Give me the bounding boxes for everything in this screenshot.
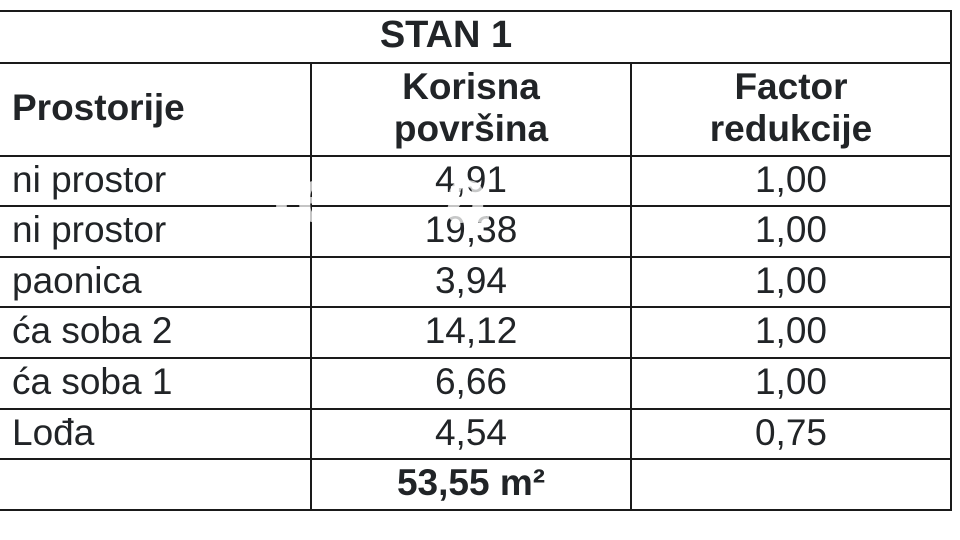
cell-total-area: 53,55 m² <box>311 459 631 510</box>
cell-factor: 1,00 <box>631 257 951 308</box>
cell-area: 19,38 <box>311 206 631 257</box>
table-row: ća soba 1 6,66 1,00 <box>0 358 951 409</box>
table-row: ća soba 2 14,12 1,00 <box>0 307 951 358</box>
cell-factor: 1,00 <box>631 358 951 409</box>
col-header-factor-l2: redukcije <box>710 108 872 149</box>
col-header-factor-l1: Factor <box>734 66 847 107</box>
cell-room-empty <box>0 459 311 510</box>
col-header-area-l1: Korisna <box>402 66 540 107</box>
table-row: paonica 3,94 1,00 <box>0 257 951 308</box>
table-row: Lođa 4,54 0,75 <box>0 409 951 460</box>
cell-room: paonica <box>0 257 311 308</box>
col-header-area: Korisnapovršina <box>311 63 631 156</box>
col-header-area-l2: površina <box>394 108 548 149</box>
cell-room: ni prostor <box>0 156 311 207</box>
cell-factor: 1,00 <box>631 206 951 257</box>
cell-factor: 1,00 <box>631 307 951 358</box>
cell-factor: 1,00 <box>631 156 951 207</box>
table-canvas: { "table": { "title": "STAN 1", "columns… <box>0 0 960 540</box>
cell-area: 3,94 <box>311 257 631 308</box>
cell-area: 4,54 <box>311 409 631 460</box>
col-header-factor: Factorredukcije <box>631 63 951 156</box>
cell-factor-empty <box>631 459 951 510</box>
cell-area: 6,66 <box>311 358 631 409</box>
table-row: ni prostor 19,38 1,00 <box>0 206 951 257</box>
cell-room: ća soba 2 <box>0 307 311 358</box>
cell-factor: 0,75 <box>631 409 951 460</box>
cell-room: ni prostor <box>0 206 311 257</box>
cell-room: ća soba 1 <box>0 358 311 409</box>
cell-area: 14,12 <box>311 307 631 358</box>
table-row: ni prostor 4,91 1,00 <box>0 156 951 207</box>
table-title: STAN 1 <box>0 11 951 63</box>
cell-area: 4,91 <box>311 156 631 207</box>
table-row-total: 53,55 m² <box>0 459 951 510</box>
table-body: ni prostor 4,91 1,00 ni prostor 19,38 1,… <box>0 156 951 510</box>
cell-room: Lođa <box>0 409 311 460</box>
apartment-area-table: STAN 1 Prostorije Korisnapovršina Factor… <box>0 10 952 511</box>
col-header-room: Prostorije <box>0 63 311 156</box>
